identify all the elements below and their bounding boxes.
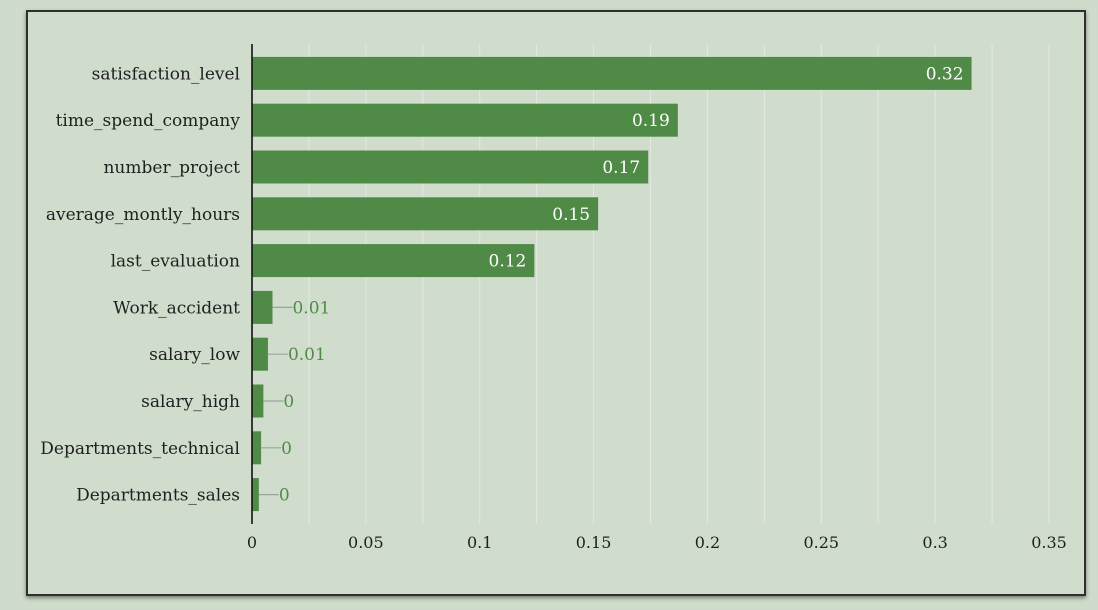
x-tick-label: 0.25 <box>803 533 839 552</box>
value-label: 0.01 <box>288 345 326 365</box>
bar <box>252 384 264 418</box>
category-label: number_project <box>103 158 240 178</box>
bar <box>252 103 678 137</box>
category-label: Departments_sales <box>76 486 240 506</box>
category-label: Work_accident <box>113 298 240 318</box>
value-label: 0 <box>281 439 292 459</box>
bar <box>252 56 972 90</box>
x-tick-label: 0.15 <box>576 533 612 552</box>
category-label: average_montly_hours <box>46 205 240 225</box>
category-label: time_spend_company <box>56 111 241 131</box>
value-label: 0 <box>279 486 290 506</box>
bar <box>252 197 599 231</box>
category-label: satisfaction_level <box>92 64 240 84</box>
value-label: 0 <box>283 392 294 412</box>
bar <box>252 244 535 278</box>
value-label: 0.19 <box>632 111 670 131</box>
value-label: 0.01 <box>292 298 330 318</box>
x-tick-label: 0 <box>247 533 257 552</box>
bar <box>252 478 259 512</box>
category-label: last_evaluation <box>111 252 240 272</box>
value-label: 0.32 <box>926 64 964 84</box>
chart-panel: satisfaction_level 0.32 time_spend_company… <box>26 10 1086 596</box>
category-label: salary_low <box>149 345 240 365</box>
x-tick-label: 0.3 <box>922 533 947 552</box>
bar <box>252 150 649 184</box>
bar <box>252 290 273 324</box>
category-label: Departments_technical <box>40 439 240 459</box>
bar <box>252 431 262 465</box>
x-tick-label: 0.2 <box>695 533 720 552</box>
x-tick-label: 0.1 <box>467 533 492 552</box>
bar <box>252 337 268 371</box>
x-tick-label: 0.35 <box>1031 533 1067 552</box>
value-label: 0.17 <box>602 158 640 178</box>
x-tick-label: 0.05 <box>348 533 384 552</box>
value-label: 0.15 <box>552 205 590 225</box>
bar-chart: satisfaction_level 0.32 time_spend_company… <box>40 44 1067 552</box>
category-label: salary_high <box>141 392 240 412</box>
value-label: 0.12 <box>489 252 527 272</box>
